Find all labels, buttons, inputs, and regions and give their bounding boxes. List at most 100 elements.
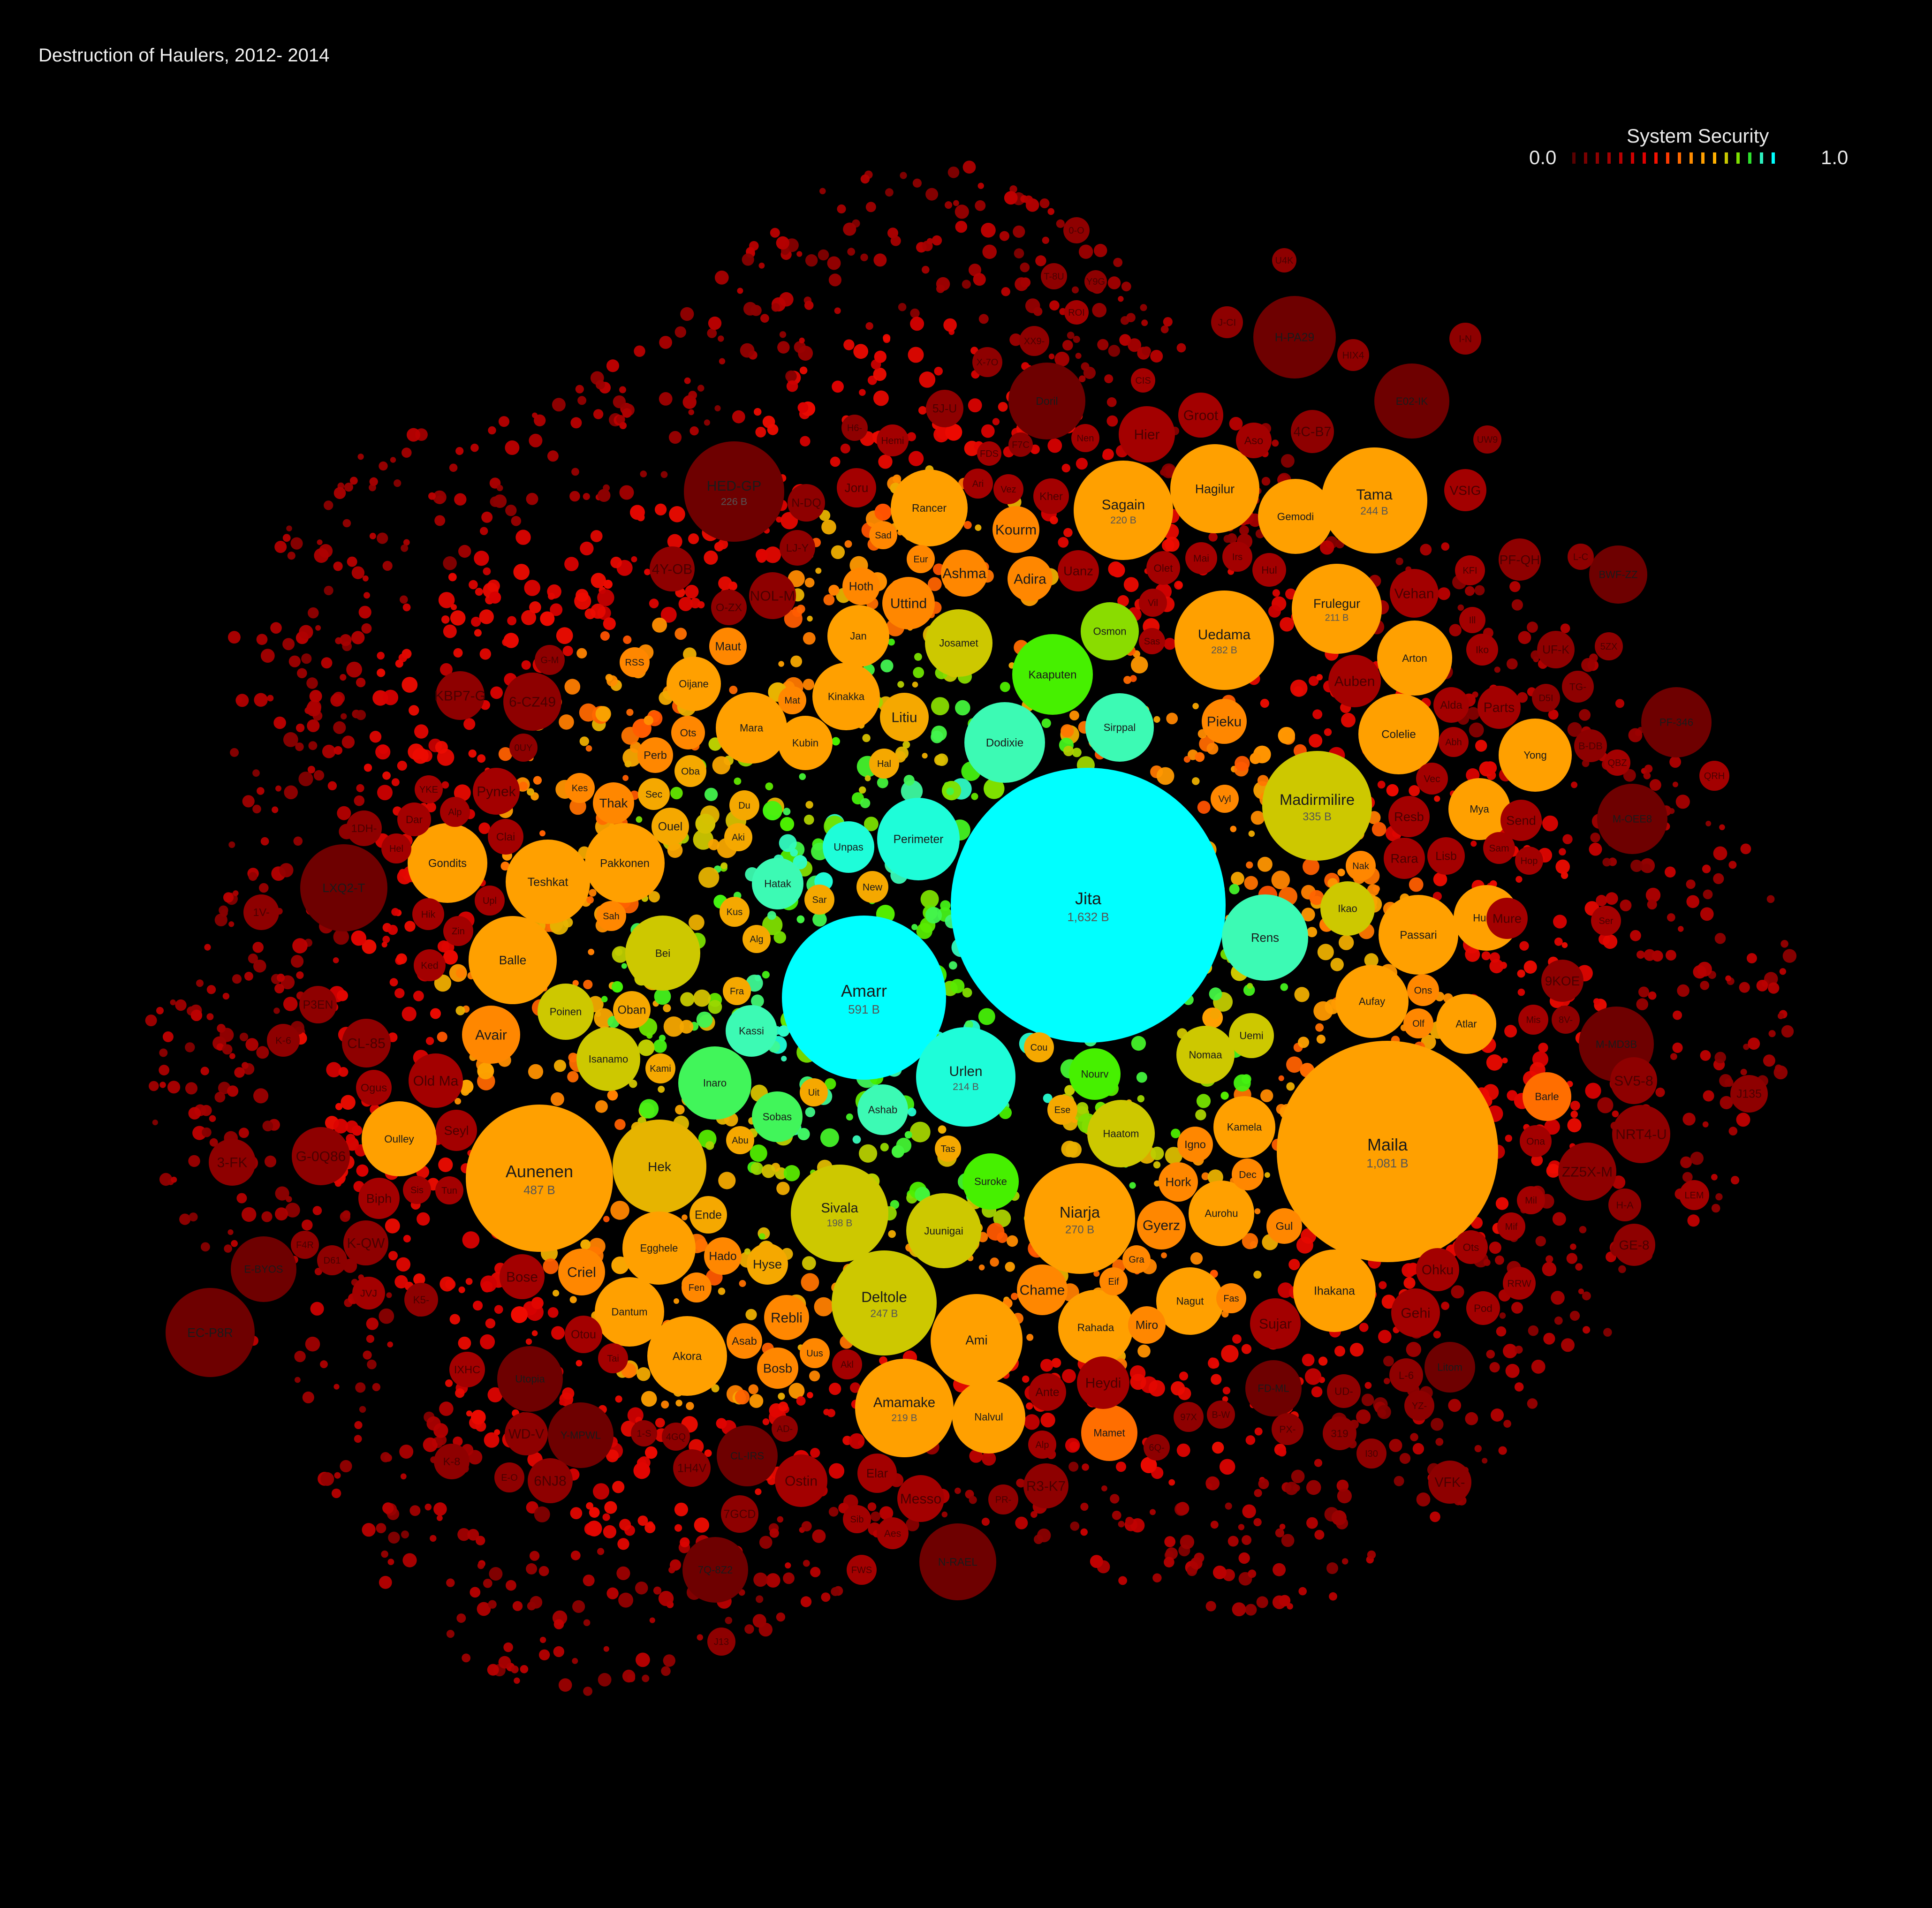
bubble-mil: [1517, 1186, 1545, 1214]
bubble-label: B-DB: [1578, 740, 1603, 752]
bubble-hed-gp: [684, 441, 784, 542]
bubble-label: HED-GP: [707, 478, 762, 494]
bubble-hyse: [747, 1243, 788, 1285]
bubble-0-o: [1063, 217, 1090, 243]
bubble-uedama: [1174, 591, 1274, 690]
bubble-alp: [1028, 1431, 1056, 1459]
bubble-label: 5J-U: [932, 403, 957, 416]
bubble-n-rael: [919, 1523, 996, 1600]
bubble-label: Gul: [1276, 1220, 1293, 1232]
bubble-label: Abu: [732, 1136, 749, 1146]
bubble-label: Passari: [1400, 929, 1437, 941]
bubble-label: Mamet: [1093, 1427, 1125, 1439]
bubble-kbp7-g: [436, 671, 485, 720]
bubble-tai: [598, 1343, 628, 1373]
bubble-ked: [414, 949, 446, 981]
bubble-vyl: [1211, 785, 1239, 813]
bubble-rancer: [891, 469, 968, 546]
bubble-label: Mara: [740, 722, 764, 734]
bubble-label: Oban: [618, 1004, 646, 1017]
bubble-label: Bose: [506, 1269, 538, 1285]
bubble-k-qw: [343, 1220, 388, 1265]
bubble-o-zx: [711, 590, 747, 625]
bubble-value: 244 B: [1360, 505, 1388, 517]
bubble-e-o: [494, 1462, 524, 1492]
bubble-label: Egghele: [640, 1242, 678, 1254]
bubble-sib: [843, 1505, 871, 1533]
bubble-label: Nagut: [1176, 1295, 1204, 1307]
bubble-dodixie: [964, 702, 1045, 783]
bubble-value: 247 B: [871, 1308, 898, 1319]
bubble-u4k: [1272, 248, 1296, 273]
bubble-label: RRW: [1507, 1278, 1531, 1289]
bubble-label: Uus: [806, 1348, 823, 1359]
bubble-label: PR-: [995, 1495, 1011, 1505]
bubble-y-mpwl: [548, 1402, 614, 1468]
bubble-label: Parts: [1484, 700, 1515, 715]
bubble-319: [1323, 1416, 1356, 1450]
bubble-roi: [1064, 300, 1089, 325]
bubble-r3-k7: [1023, 1463, 1068, 1508]
bubble-f7c: [1008, 432, 1033, 457]
bubble-irs: [1222, 542, 1252, 572]
legend-swatch: [1572, 152, 1576, 164]
bubble-label: Olf: [1412, 1019, 1424, 1029]
bubble-label: UW9: [1477, 435, 1498, 445]
bubble-label: Uit: [808, 1088, 820, 1098]
bubble-yke: [415, 775, 443, 803]
bubble-criel: [558, 1249, 605, 1295]
bubble-ashab: [857, 1084, 908, 1135]
bubble-label: Oulley: [384, 1133, 414, 1145]
bubble-bei: [625, 916, 700, 991]
bubble-label: Vec: [1424, 773, 1440, 784]
bubble-perimeter: [877, 798, 960, 880]
bubble-kamela: [1213, 1096, 1275, 1158]
bubble-isanamo: [576, 1027, 640, 1091]
bubble-ad-: [772, 1416, 798, 1442]
bubble-label: Alp: [448, 807, 462, 818]
bubble-label: Kourm: [995, 522, 1037, 538]
bubble-label: Old Ma: [413, 1074, 459, 1089]
bubble-kes: [565, 773, 595, 803]
bubble-vsig: [1444, 469, 1486, 511]
bubble-label: Kassi: [739, 1025, 764, 1037]
bubble-adira: [1008, 556, 1053, 601]
bubble-akora: [647, 1316, 727, 1396]
bubble-value: 219 B: [891, 1413, 917, 1423]
bubble-label: Igno: [1184, 1138, 1206, 1151]
bubble-label: FD-ML: [1258, 1383, 1289, 1394]
bubble-label: Pod: [1474, 1302, 1493, 1314]
bubble-label: 319: [1331, 1428, 1348, 1439]
bubble-label: GE-8: [1619, 1238, 1649, 1252]
bubble-doril: [1008, 363, 1085, 439]
bubble-label: Lisb: [1435, 850, 1457, 863]
bubble-label: Balle: [499, 953, 527, 967]
bubble-qbz: [1604, 750, 1630, 776]
bubble-label: Oba: [681, 766, 700, 777]
bubble-aki: [724, 823, 752, 851]
bubble-label: Kami: [650, 1064, 671, 1074]
bubble-label: 1DH-: [351, 822, 377, 834]
bubble-label: M-OEE8: [1613, 813, 1652, 825]
bubble-label: Maut: [715, 641, 741, 653]
bubble-label: 8V-: [1559, 1015, 1573, 1025]
bubble-label: Akl: [841, 1360, 854, 1370]
bubble-label: Hoth: [849, 581, 873, 593]
bubble-label: YKE: [419, 785, 438, 795]
bubble-label: Ostin: [785, 1474, 818, 1489]
bubble-arton: [1377, 621, 1452, 696]
bubble-label: Suroke: [974, 1176, 1007, 1188]
bubble-dec: [1232, 1158, 1264, 1190]
bubble-joru: [837, 468, 876, 507]
bubble-pf-qh: [1499, 538, 1541, 581]
bubble-label: P3EN: [303, 999, 333, 1012]
bubble-hoth: [842, 568, 880, 605]
bubble-label: 6-CZ49: [509, 695, 556, 710]
bubble-label: CIS: [1135, 376, 1151, 386]
bubble-vfk-: [1428, 1461, 1471, 1504]
bubble-label: Madirmilire: [1280, 791, 1355, 808]
bubble-label: Kes: [572, 783, 588, 794]
bubble-label: Ese: [1054, 1105, 1070, 1115]
bubble-label: Clai: [496, 831, 515, 843]
bubble-utopia: [497, 1346, 563, 1412]
